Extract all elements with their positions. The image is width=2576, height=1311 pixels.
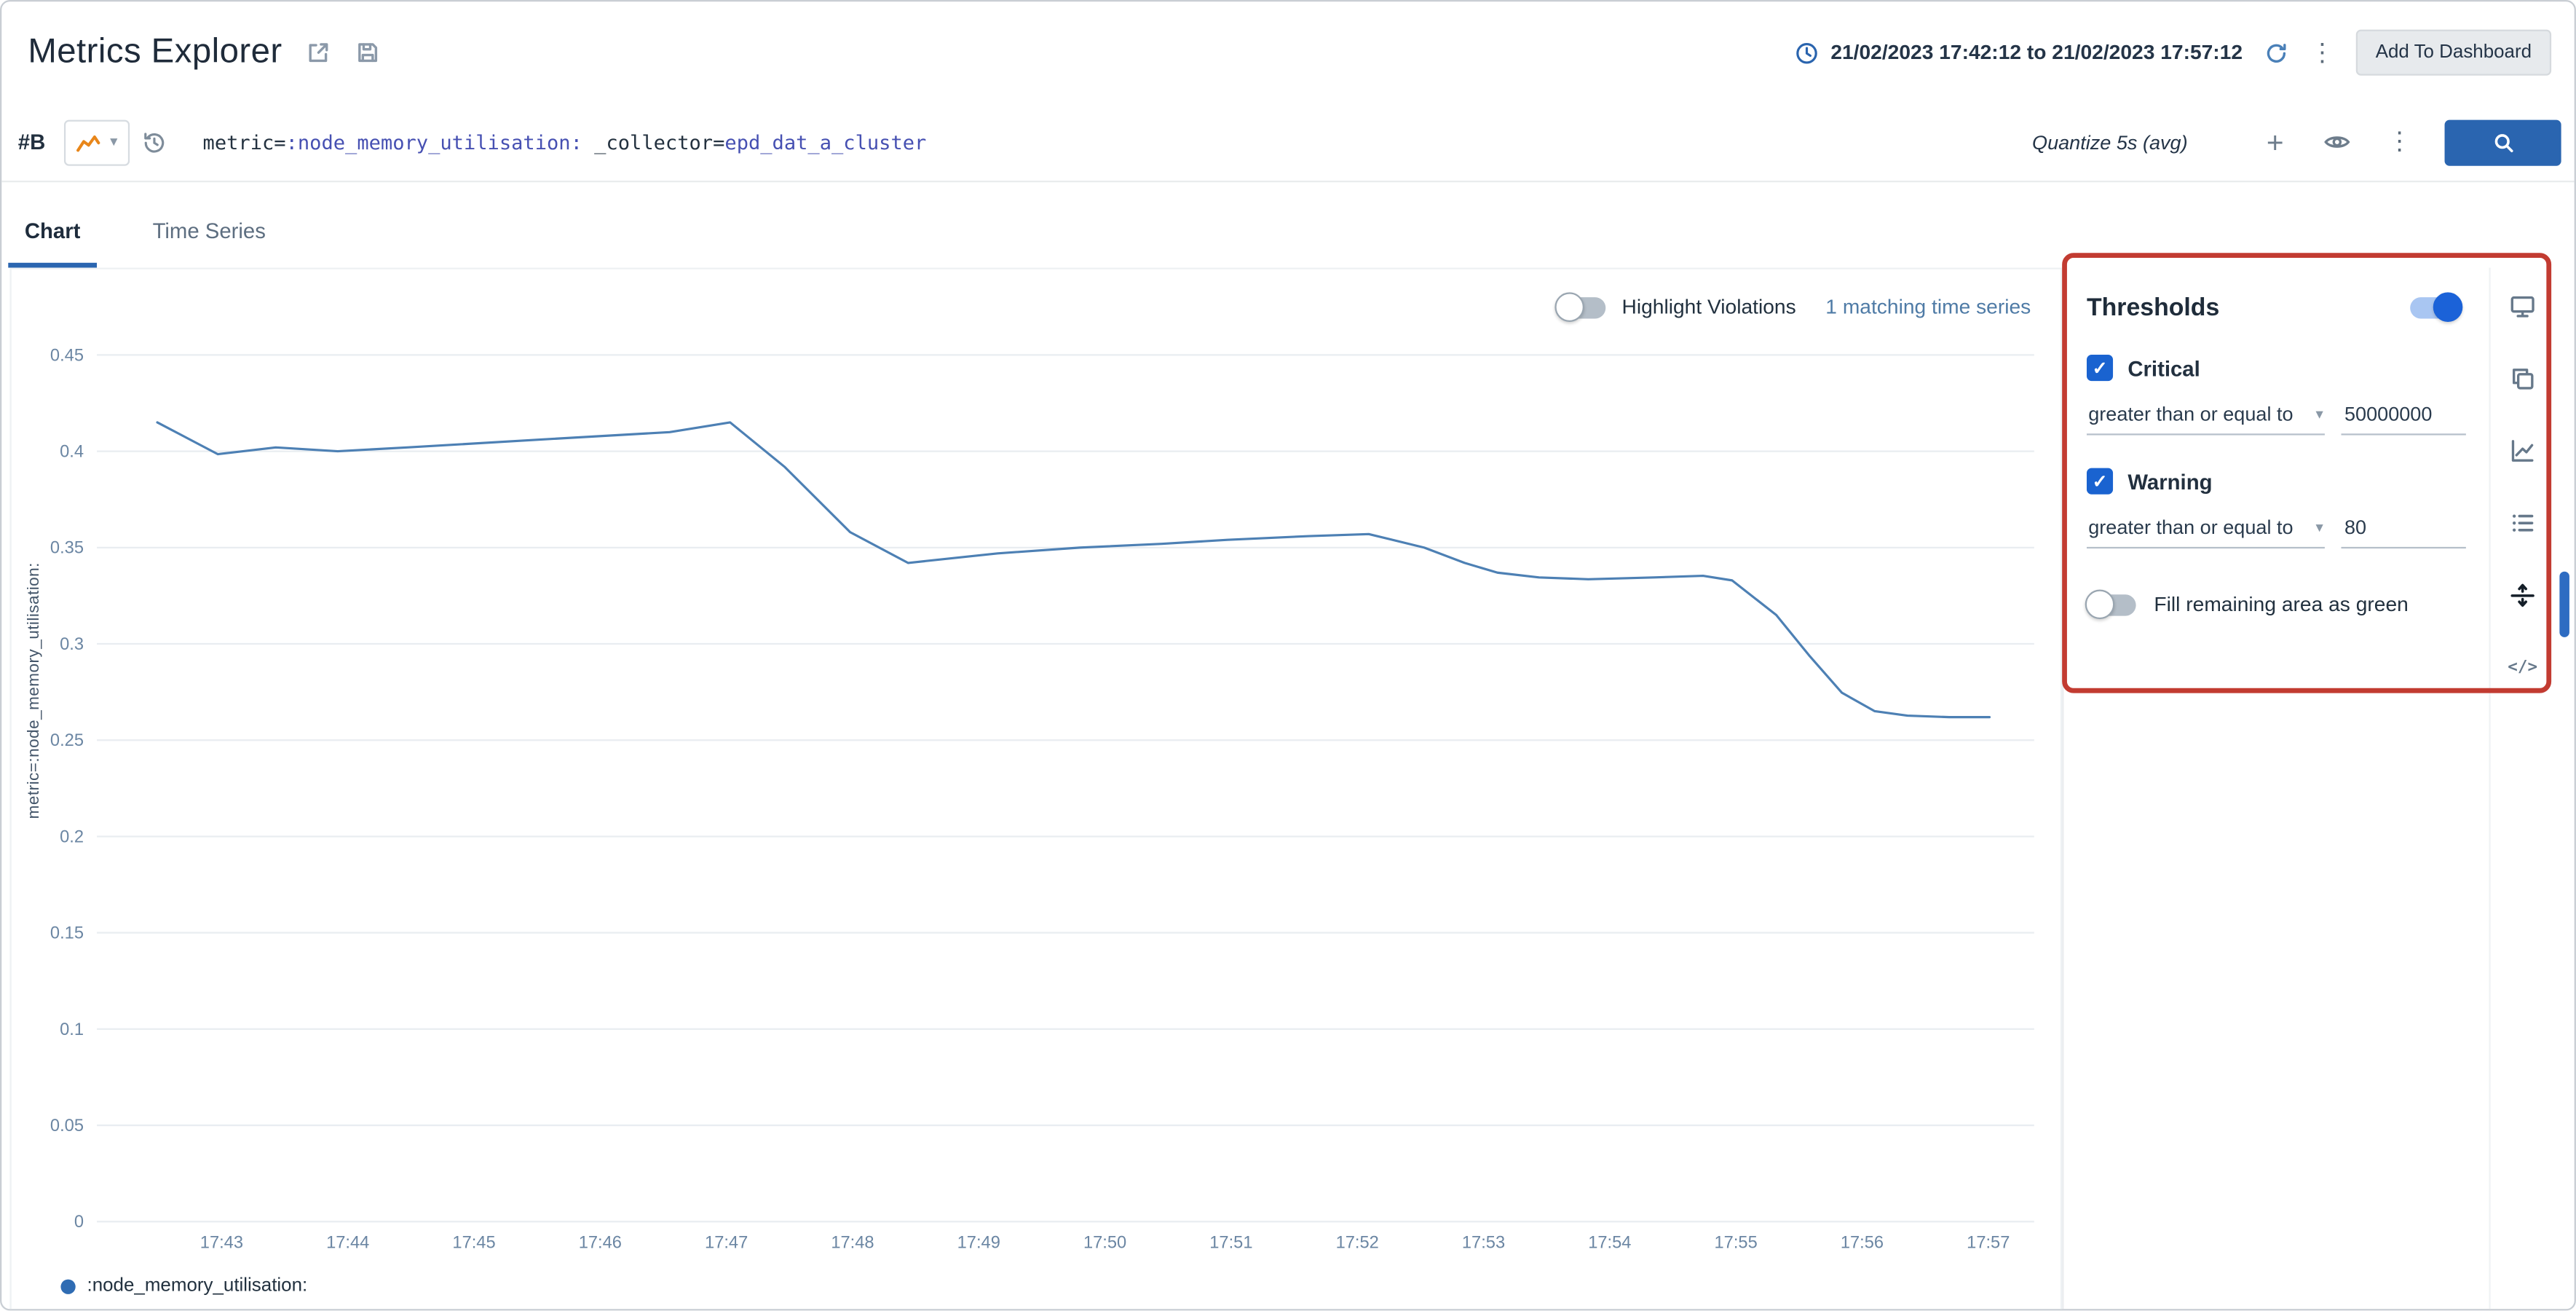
critical-label: Critical <box>2127 355 2200 381</box>
run-search-button[interactable] <box>2444 119 2561 165</box>
critical-condition-text: greater than or equal to <box>2088 402 2293 426</box>
query-kebab-icon[interactable]: ⋮ <box>2387 127 2412 157</box>
legend-series-label: :node_memory_utilisation: <box>87 1276 308 1296</box>
critical-value-input[interactable] <box>2341 398 2466 436</box>
export-icon[interactable] <box>305 39 331 66</box>
clock-icon <box>1795 40 1820 65</box>
warning-checkbox[interactable]: ✓ <box>2086 468 2114 495</box>
svg-text:17:49: 17:49 <box>957 1233 1000 1252</box>
app-header: Metrics Explorer 21/02/2023 17:42:12 to … <box>1 1 2574 103</box>
copy-icon[interactable] <box>2508 365 2536 393</box>
main-content: Highlight Violations 1 matching time ser… <box>1 267 2575 1311</box>
chevron-down-icon: ▾ <box>2315 404 2323 422</box>
thresholds-icon[interactable] <box>2508 581 2536 609</box>
tab-chart[interactable]: Chart <box>8 219 97 268</box>
list-icon[interactable] <box>2508 509 2536 537</box>
svg-text:17:57: 17:57 <box>1967 1233 2010 1252</box>
right-icon-rail: </> <box>2489 267 2554 1310</box>
query-segment: metric= <box>202 130 286 154</box>
save-icon[interactable] <box>355 39 381 66</box>
line-chart-svg[interactable]: 0 0.05 0.1 0.15 0.2 0.25 0.3 0.35 0.4 0.45 17:43 17… <box>12 269 2061 1311</box>
tabs: Chart Time Series <box>1 182 2574 268</box>
matching-series-link[interactable]: 1 matching time series <box>1825 295 2031 319</box>
time-range-text: 21/02/2023 17:42:12 to 21/02/2023 17:57:… <box>1830 41 2243 64</box>
svg-text:17:54: 17:54 <box>1588 1233 1631 1252</box>
svg-text:17:48: 17:48 <box>831 1233 874 1252</box>
line-chart-icon[interactable] <box>2508 437 2536 465</box>
fill-green-label: Fill remaining area as green <box>2154 593 2409 616</box>
svg-text:17:55: 17:55 <box>1715 1233 1758 1252</box>
visualization-type-select[interactable]: ▾ <box>63 119 130 165</box>
svg-text:17:44: 17:44 <box>326 1233 369 1252</box>
time-range-picker[interactable]: 21/02/2023 17:42:12 to 21/02/2023 17:57:… <box>1795 40 2243 65</box>
query-segment: :node_memory_utilisation: <box>285 130 582 154</box>
svg-text:17:43: 17:43 <box>200 1233 243 1252</box>
chart-topbar: Highlight Violations 1 matching time ser… <box>1554 291 2031 321</box>
fill-green-toggle[interactable] <box>2085 588 2136 618</box>
svg-text:17:51: 17:51 <box>1209 1233 1252 1252</box>
svg-text:17:52: 17:52 <box>1336 1233 1379 1252</box>
add-to-dashboard-button[interactable]: Add To Dashboard <box>2355 29 2552 76</box>
critical-condition-select[interactable]: greater than or equal to ▾ <box>2086 399 2325 436</box>
svg-text:17:53: 17:53 <box>1462 1233 1505 1252</box>
svg-text:17:50: 17:50 <box>1083 1233 1126 1252</box>
svg-text:0.1: 0.1 <box>60 1020 84 1039</box>
query-segment: _collector= <box>582 130 725 154</box>
chart-legend[interactable]: :node_memory_utilisation: <box>60 1276 307 1296</box>
header-kebab-icon[interactable]: ⋮ <box>2310 38 2335 67</box>
svg-text:0.3: 0.3 <box>60 635 84 654</box>
thresholds-toggle[interactable] <box>2410 292 2463 322</box>
search-icon <box>2492 130 2515 154</box>
legend-series-dot <box>60 1278 76 1294</box>
svg-text:0.45: 0.45 <box>50 346 84 365</box>
warning-label: Warning <box>2127 468 2213 494</box>
svg-text:0: 0 <box>74 1213 84 1232</box>
visibility-eye-icon[interactable] <box>2323 128 2351 156</box>
svg-text:0.4: 0.4 <box>60 443 84 462</box>
svg-text:0.15: 0.15 <box>50 924 84 943</box>
svg-text:0.2: 0.2 <box>60 827 84 846</box>
tab-time-series[interactable]: Time Series <box>152 218 266 243</box>
scrollbar-track <box>2555 268 2575 1310</box>
svg-text:17:47: 17:47 <box>705 1233 748 1252</box>
chevron-down-icon: ▾ <box>2315 518 2323 535</box>
chevron-down-icon: ▾ <box>110 133 118 150</box>
query-bar: #B ▾ metric=:node_memory_utilisation: _c… <box>1 103 2575 183</box>
query-input[interactable]: metric=:node_memory_utilisation: _collec… <box>203 130 2032 154</box>
svg-text:0.25: 0.25 <box>50 731 84 750</box>
code-icon[interactable]: </> <box>2508 658 2538 677</box>
add-plot-icon[interactable]: + <box>2266 125 2284 159</box>
history-icon[interactable] <box>141 129 167 155</box>
highlight-violations-toggle[interactable] <box>1554 291 1605 321</box>
svg-text:0.05: 0.05 <box>50 1117 84 1135</box>
svg-text:17:56: 17:56 <box>1841 1233 1884 1252</box>
scrollbar-thumb[interactable] <box>2559 571 2569 637</box>
warning-condition-text: greater than or equal to <box>2088 516 2293 539</box>
warning-condition-select[interactable]: greater than or equal to ▾ <box>2086 513 2325 549</box>
display-icon[interactable] <box>2508 292 2536 320</box>
thresholds-panel: Thresholds ✓ Critical greater than or eq… <box>2062 267 2489 1310</box>
svg-text:0.35: 0.35 <box>50 539 84 558</box>
highlight-violations-label: Highlight Violations <box>1621 295 1796 319</box>
query-segment: epd_dat_a_cluster <box>724 130 927 154</box>
plot-row-label: #B <box>17 130 46 154</box>
refresh-icon[interactable] <box>2264 40 2288 65</box>
svg-text:17:46: 17:46 <box>579 1233 622 1252</box>
svg-text:17:45: 17:45 <box>452 1233 495 1252</box>
warning-value-input[interactable] <box>2341 512 2466 549</box>
quantize-setting[interactable]: Quantize 5s (avg) <box>2032 130 2188 154</box>
chart-panel: Highlight Violations 1 matching time ser… <box>9 267 2063 1311</box>
page-title: Metrics Explorer <box>28 33 283 71</box>
thresholds-title: Thresholds <box>2086 294 2220 322</box>
metric-chart-icon <box>76 129 102 155</box>
critical-checkbox[interactable]: ✓ <box>2086 355 2114 382</box>
